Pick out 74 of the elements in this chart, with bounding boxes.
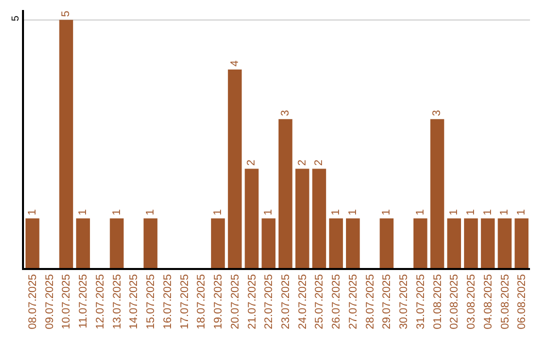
data-label: 1 xyxy=(380,209,393,216)
x-tick-label: 25.07.2025 xyxy=(314,274,326,330)
x-tick-label: 27.07.2025 xyxy=(347,274,360,330)
x-tick-label: 18.07.2025 xyxy=(196,274,208,330)
bar xyxy=(346,218,360,268)
bar xyxy=(430,119,444,268)
x-tick-label: 01.08.2025 xyxy=(432,274,444,330)
x-tick-label: 20.07.2025 xyxy=(229,274,242,330)
bar xyxy=(59,20,74,268)
bar xyxy=(514,218,528,268)
data-label: 1 xyxy=(498,209,511,216)
bar xyxy=(295,168,310,268)
x-tick-label: 15.07.2025 xyxy=(145,274,158,330)
bar xyxy=(447,218,462,268)
x-tick-label: 30.07.2025 xyxy=(398,274,410,330)
x-tick-label: 28.07.2025 xyxy=(364,274,376,330)
bar xyxy=(76,218,90,268)
x-tick-label: 16.07.2025 xyxy=(162,274,174,330)
x-tick-label: 23.07.2025 xyxy=(280,274,292,330)
x-tick-label: 09.07.2025 xyxy=(44,274,56,330)
x-tick-label: 03.08.2025 xyxy=(466,274,478,330)
data-label: 1 xyxy=(482,209,494,216)
data-label: 1 xyxy=(110,209,123,216)
x-tick-label: 11.07.2025 xyxy=(78,274,90,328)
bar xyxy=(464,218,478,268)
x-tick-label: 14.07.2025 xyxy=(128,274,140,330)
bar xyxy=(26,218,40,268)
data-label: 4 xyxy=(228,60,241,67)
bar xyxy=(329,218,343,268)
data-label: 1 xyxy=(448,209,460,216)
bar xyxy=(380,218,394,268)
data-label: 1 xyxy=(262,209,275,216)
data-label: 1 xyxy=(330,209,342,216)
data-label: 1 xyxy=(414,209,426,216)
data-label: 2 xyxy=(313,160,326,166)
bar xyxy=(262,218,276,268)
bar xyxy=(110,218,124,268)
x-tick-label: 06.08.2025 xyxy=(516,274,528,330)
bar xyxy=(480,218,495,268)
data-label: 1 xyxy=(346,209,359,216)
x-tick-label: 13.07.2025 xyxy=(111,274,124,330)
data-label: 1 xyxy=(464,209,477,216)
data-label: 1 xyxy=(516,209,528,216)
x-tick-label: 29.07.2025 xyxy=(381,274,394,330)
bar xyxy=(228,70,242,268)
bar xyxy=(144,218,158,268)
data-label: 1 xyxy=(212,209,224,216)
x-tick-label: 21.07.2025 xyxy=(246,274,258,330)
data-label: 5 xyxy=(60,10,72,17)
x-tick-label: 04.08.2025 xyxy=(482,274,494,330)
x-tick-label: 26.07.2025 xyxy=(330,274,343,330)
data-label: 1 xyxy=(26,209,38,216)
bar xyxy=(312,168,326,268)
x-tick-label: 19.07.2025 xyxy=(212,274,225,330)
x-tick-label: 24.07.2025 xyxy=(296,274,309,330)
x-tick-label: 22.07.2025 xyxy=(263,274,276,330)
data-label: 2 xyxy=(246,160,258,166)
bar xyxy=(244,168,259,268)
bar xyxy=(278,119,292,268)
data-label: 1 xyxy=(144,209,156,216)
x-tick-label: 02.08.2025 xyxy=(448,274,461,330)
data-label: 2 xyxy=(296,160,308,166)
x-tick-label: 08.07.2025 xyxy=(27,274,40,330)
x-tick-label: 31.07.2025 xyxy=(414,274,427,330)
x-tick-label: 10.07.2025 xyxy=(60,274,73,330)
bar xyxy=(498,218,512,268)
data-label: 1 xyxy=(77,209,90,216)
data-label: 3 xyxy=(279,110,292,116)
x-tick-label: 05.08.2025 xyxy=(499,274,512,330)
bar xyxy=(413,218,428,268)
x-tick-label: 17.07.2025 xyxy=(178,274,191,330)
x-tick-label: 12.07.2025 xyxy=(94,274,106,330)
data-label: 3 xyxy=(431,110,444,116)
bar xyxy=(211,218,225,268)
